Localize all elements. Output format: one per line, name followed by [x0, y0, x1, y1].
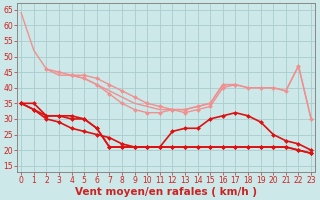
X-axis label: Vent moyen/en rafales ( km/h ): Vent moyen/en rafales ( km/h ): [75, 187, 257, 197]
